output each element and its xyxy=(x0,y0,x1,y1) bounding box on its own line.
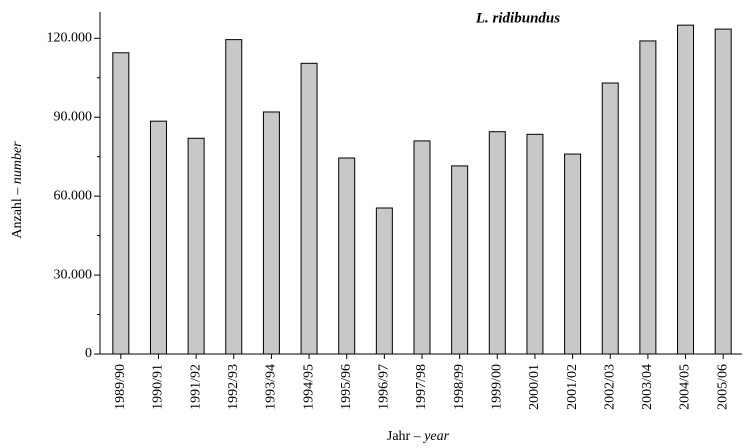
bar xyxy=(451,165,469,355)
x-tick-label: 1996/97 xyxy=(377,364,392,410)
y-tick-label: 60.000 xyxy=(54,188,93,203)
bar xyxy=(187,137,205,355)
bar xyxy=(564,153,582,355)
y-tick-label: 30.000 xyxy=(54,267,93,282)
x-tick-label: 1995/96 xyxy=(339,364,354,410)
x-tick-label: 2003/04 xyxy=(640,364,655,410)
x-tick-label: 1992/93 xyxy=(226,364,241,410)
x-tick-label: 1989/90 xyxy=(113,364,128,410)
x-label-text: Jahr – xyxy=(387,429,422,444)
x-tick-label: 1991/92 xyxy=(188,364,203,410)
y-axis-label: Anzahl – number xyxy=(10,141,25,239)
bar xyxy=(149,120,167,355)
x-tick-label: 2002/03 xyxy=(602,364,617,410)
bar xyxy=(677,24,695,355)
bar xyxy=(262,111,280,355)
bar xyxy=(338,157,356,355)
bar xyxy=(488,131,506,355)
bar xyxy=(639,40,657,355)
x-tick-label: 2000/01 xyxy=(527,364,542,410)
bar xyxy=(601,82,619,355)
chart-title: L. ridibundus xyxy=(475,10,560,26)
x-tick-label: 1997/98 xyxy=(414,364,429,410)
x-tick-label: 1994/95 xyxy=(301,364,316,410)
x-tick-label: 1999/00 xyxy=(490,364,505,410)
x-tick-label: 1998/99 xyxy=(452,364,467,410)
bar xyxy=(225,39,243,355)
y-label-text: Anzahl – xyxy=(10,187,25,239)
x-tick-label: 2001/02 xyxy=(565,364,580,410)
x-tick-label: 2004/05 xyxy=(678,364,693,410)
bar xyxy=(375,207,393,355)
bar xyxy=(112,52,130,355)
bar xyxy=(526,133,544,355)
y-tick-label: 120.000 xyxy=(47,31,93,46)
bar xyxy=(300,62,318,355)
bar xyxy=(714,28,732,355)
x-tick-label: 2005/06 xyxy=(715,364,730,410)
y-tick-label: 90.000 xyxy=(54,109,93,124)
x-label-italic: year xyxy=(422,429,449,444)
x-tick-label: 1990/91 xyxy=(151,364,166,410)
y-tick-label: 0 xyxy=(85,346,92,361)
y-label-italic: number xyxy=(10,141,25,184)
x-axis-label: Jahr – year xyxy=(387,429,450,444)
bar xyxy=(413,140,431,355)
x-tick-label: 1993/94 xyxy=(264,364,279,410)
